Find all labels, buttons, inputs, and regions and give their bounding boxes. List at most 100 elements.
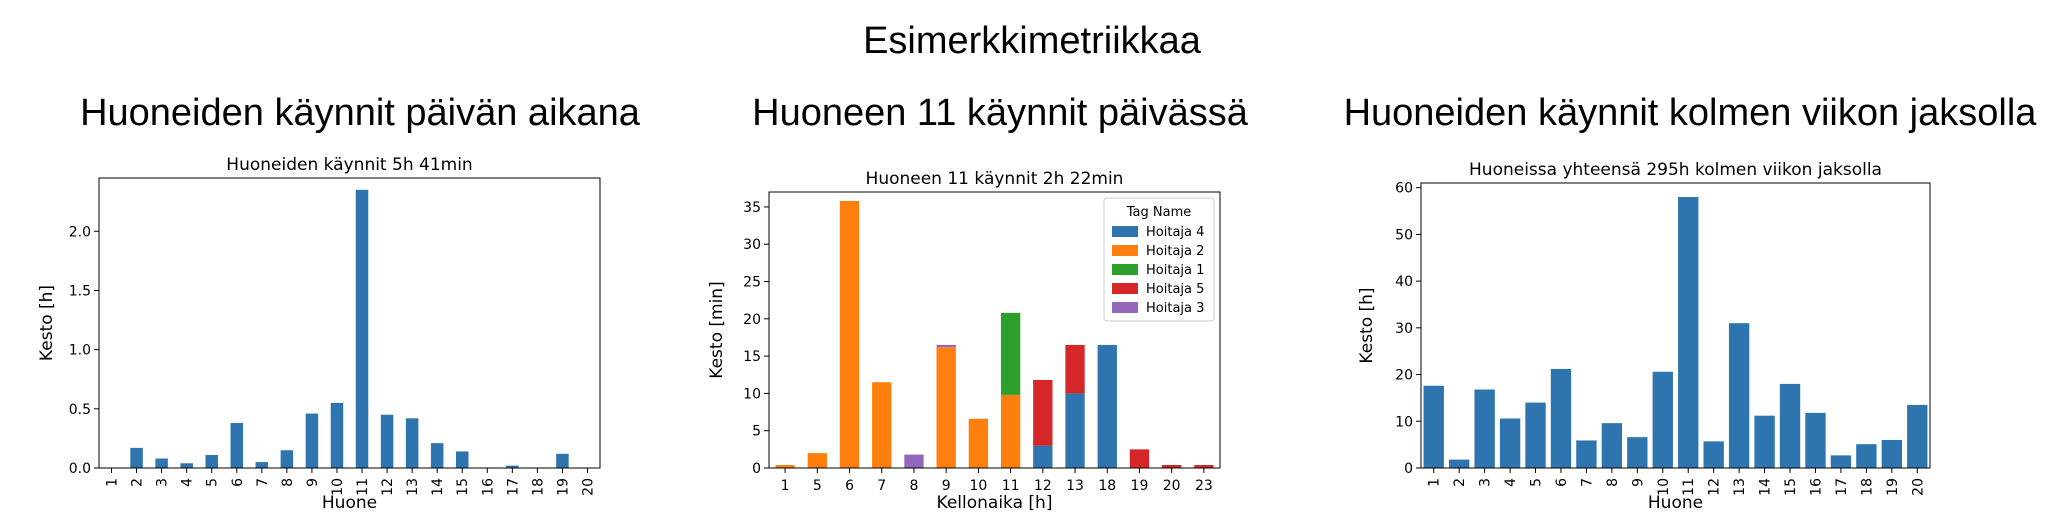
legend-label-4: Hoitaja 3 bbox=[1146, 301, 1204, 316]
bar-series0-12 bbox=[1033, 445, 1053, 468]
x-tick-label: 8 bbox=[1605, 478, 1621, 487]
bar-20 bbox=[1907, 404, 1928, 468]
x-tick-label: 13 bbox=[1732, 478, 1748, 496]
x-tick-label: 19 bbox=[1131, 478, 1149, 494]
x-tick-label: 16 bbox=[1808, 478, 1824, 496]
figure-title: Esimerkkimetriikkaa bbox=[863, 20, 1201, 62]
bar-series0-13 bbox=[1065, 393, 1085, 468]
x-tick-label: 23 bbox=[1195, 478, 1213, 494]
bar-13 bbox=[1728, 323, 1750, 468]
x-tick-label: 12 bbox=[380, 478, 396, 496]
x-tick-label: 5 bbox=[813, 478, 822, 494]
bar-series3-23 bbox=[1194, 465, 1214, 468]
x-axis-label: Huone bbox=[1648, 493, 1703, 512]
bar-10 bbox=[1652, 371, 1673, 468]
bar-5 bbox=[205, 454, 218, 468]
bar-series4-9 bbox=[936, 344, 956, 348]
bar-series4-8 bbox=[904, 454, 924, 468]
x-tick-label: 12 bbox=[1707, 478, 1723, 496]
bar-17 bbox=[1830, 455, 1852, 468]
legend-swatch-0 bbox=[1112, 226, 1138, 237]
x-tick-label: 6 bbox=[230, 478, 246, 487]
bar-14 bbox=[430, 443, 444, 468]
x-tick-label: 7 bbox=[877, 478, 886, 494]
section-title-daily-rooms: Huoneiden käynnit päivän aikana bbox=[80, 92, 640, 134]
y-tick-label: 30 bbox=[1395, 321, 1413, 337]
bar-6 bbox=[1550, 368, 1572, 468]
x-tick-label: 7 bbox=[255, 478, 271, 487]
x-tick-label: 18 bbox=[530, 478, 546, 496]
x-tick-label: 2 bbox=[1452, 478, 1468, 487]
bar-series3-20 bbox=[1162, 465, 1182, 468]
y-tick-label: 10 bbox=[743, 386, 761, 402]
bar-series1-10 bbox=[968, 418, 989, 468]
legend-swatch-1 bbox=[1112, 245, 1138, 256]
y-tick-label: 50 bbox=[1395, 227, 1413, 243]
x-axis-label: Huone bbox=[322, 493, 377, 512]
y-tick-label: 30 bbox=[743, 237, 761, 253]
x-tick-label: 15 bbox=[455, 478, 471, 496]
x-tick-label: 10 bbox=[969, 478, 987, 494]
y-tick-label: 25 bbox=[743, 275, 761, 291]
chart-room-11-visits: Huoneen 11 käynnit 2h 22min0510152025303… bbox=[707, 169, 1221, 512]
y-tick-label: 0.5 bbox=[69, 402, 91, 418]
x-tick-label: 4 bbox=[1503, 478, 1519, 487]
bar-1 bbox=[1423, 385, 1444, 468]
x-tick-label: 5 bbox=[205, 478, 221, 487]
x-tick-label: 20 bbox=[1163, 478, 1181, 494]
bar-11 bbox=[1678, 197, 1699, 468]
chart-three-week-visits: Huoneissa yhteensä 295h kolmen viikon ja… bbox=[1357, 160, 1931, 512]
y-tick-label: 15 bbox=[743, 349, 761, 365]
x-tick-label: 6 bbox=[845, 478, 854, 494]
x-tick-label: 17 bbox=[505, 478, 521, 496]
bar-series1-9 bbox=[936, 347, 956, 468]
x-axis-label: Kellonaika [h] bbox=[937, 493, 1053, 512]
x-tick-label: 13 bbox=[405, 478, 421, 496]
x-tick-label: 11 bbox=[355, 478, 371, 496]
legend-swatch-2 bbox=[1112, 264, 1138, 275]
y-tick-label: 60 bbox=[1395, 181, 1413, 197]
legend-label-2: Hoitaja 1 bbox=[1146, 263, 1204, 278]
y-tick-label: 0.0 bbox=[69, 461, 91, 477]
y-tick-label: 2.0 bbox=[69, 224, 91, 240]
x-tick-label: 20 bbox=[1910, 478, 1926, 496]
bar-3 bbox=[1474, 389, 1495, 468]
bar-18 bbox=[1856, 444, 1877, 468]
x-tick-label: 19 bbox=[555, 478, 571, 496]
bar-11 bbox=[355, 189, 369, 468]
x-tick-label: 6 bbox=[1554, 478, 1570, 487]
bar-4 bbox=[1499, 418, 1521, 468]
bar-series2-11 bbox=[1000, 312, 1021, 395]
y-axis-label: Kesto [h] bbox=[1357, 287, 1377, 363]
x-tick-label: 8 bbox=[910, 478, 919, 494]
y-tick-label: 0 bbox=[1404, 461, 1413, 477]
bar-12 bbox=[1703, 441, 1724, 468]
plot-frame bbox=[768, 191, 1221, 469]
chart-title: Huoneissa yhteensä 295h kolmen viikon ja… bbox=[1469, 160, 1882, 180]
legend-swatch-3 bbox=[1112, 283, 1138, 294]
bar-12 bbox=[380, 414, 394, 468]
bar-7 bbox=[1576, 440, 1597, 468]
x-tick-label: 5 bbox=[1529, 478, 1545, 487]
y-tick-label: 10 bbox=[1395, 414, 1413, 430]
x-tick-label: 4 bbox=[180, 478, 196, 487]
bar-series1-11 bbox=[1000, 394, 1021, 468]
bar-2 bbox=[1448, 459, 1470, 468]
legend-label-0: Hoitaja 4 bbox=[1146, 225, 1204, 240]
x-tick-label: 18 bbox=[1859, 478, 1875, 496]
chart-daily-room-visits: Huoneiden käynnit 5h 41min 0.0 0.5 1.0 1.5 2.… bbox=[37, 155, 601, 512]
x-tick-label: 14 bbox=[430, 478, 446, 496]
x-tick-label: 20 bbox=[580, 478, 596, 496]
y-tick-label: 1.5 bbox=[69, 283, 91, 299]
x-tick-label: 9 bbox=[1630, 478, 1646, 487]
bar-2 bbox=[130, 447, 143, 468]
bar-series1-7 bbox=[872, 382, 892, 468]
y-tick-label: 20 bbox=[1395, 368, 1413, 384]
x-tick-label: 13 bbox=[1066, 478, 1084, 494]
bar-5 bbox=[1525, 402, 1546, 468]
y-tick-label: 1.0 bbox=[69, 343, 91, 359]
x-tick-label: 14 bbox=[1758, 478, 1774, 496]
x-tick-label: 19 bbox=[1885, 478, 1901, 496]
y-tick-label: 20 bbox=[743, 312, 761, 328]
bar-15 bbox=[1779, 383, 1801, 468]
